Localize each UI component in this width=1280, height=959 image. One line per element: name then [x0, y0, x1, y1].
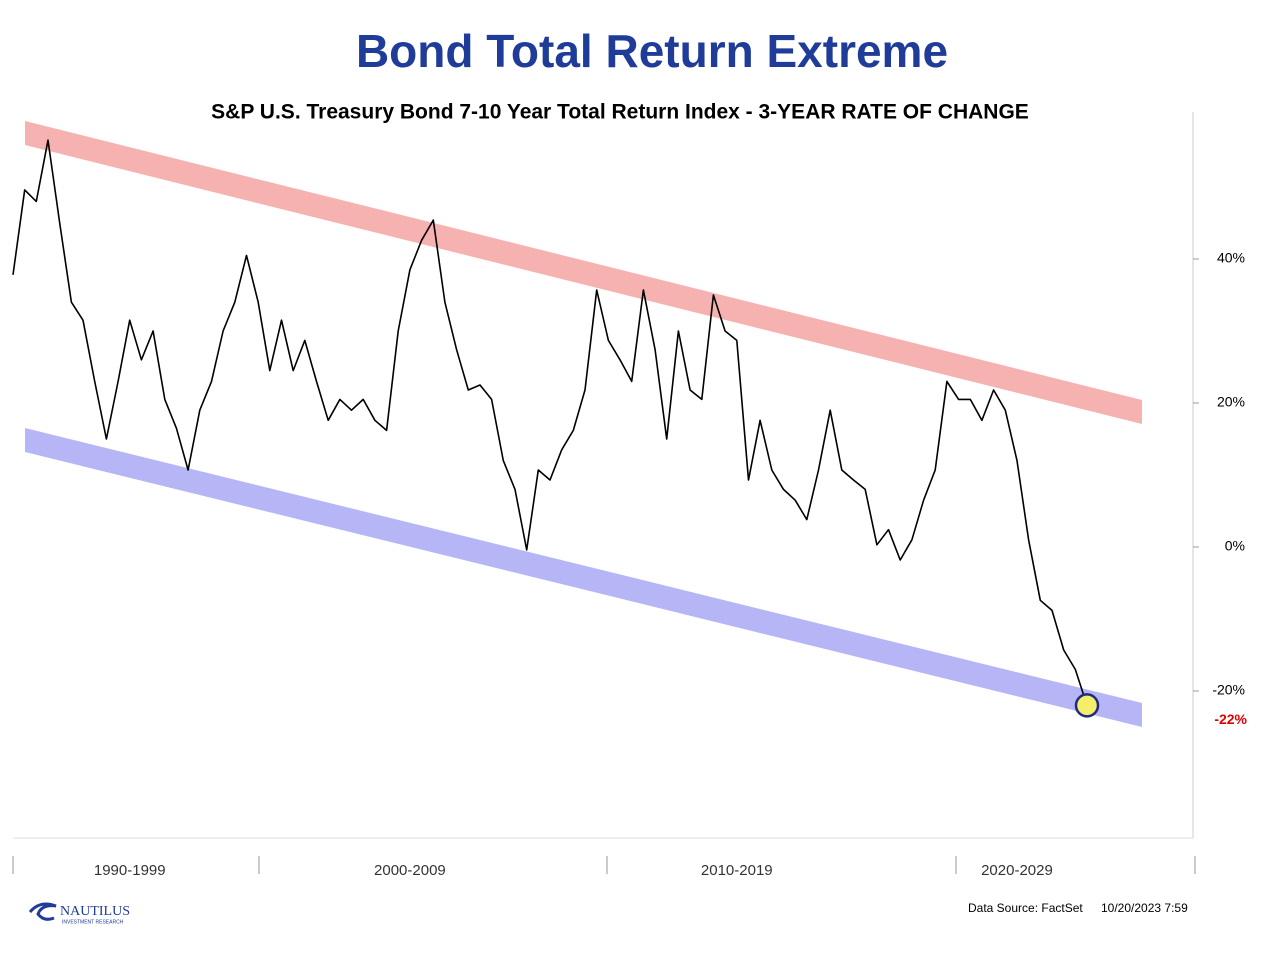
x-tick-label: 1990-1999 — [94, 862, 166, 879]
y-tick-label: -20% — [1212, 682, 1245, 698]
x-tick-label: 2010-2019 — [701, 862, 773, 879]
line-series — [12, 139, 1088, 706]
timestamp: 10/20/2023 7:59 — [1101, 901, 1188, 915]
y-tick-label: 0% — [1225, 538, 1245, 554]
x-tick-label: 2020-2029 — [981, 862, 1053, 879]
highlight-point — [1074, 693, 1100, 718]
chart-subtitle: S&P U.S. Treasury Bond 7-10 Year Total R… — [211, 101, 1029, 124]
source: Data Source: FactSet — [968, 901, 1083, 915]
upper-channel — [25, 121, 1142, 424]
chart-title: Bond Total Return Extreme — [356, 25, 948, 77]
x-tick-label: 2000-2009 — [374, 862, 446, 879]
highlight-label: -22% — [1214, 711, 1247, 727]
y-tick-label: 40% — [1217, 250, 1245, 266]
y-tick-label: 20% — [1217, 394, 1245, 410]
lower-channel — [25, 428, 1142, 727]
logo-mark — [28, 902, 57, 921]
logo-subtitle: INVESTMENT RESEARCH — [62, 919, 124, 925]
logo: NAUTILUS — [60, 904, 130, 919]
x-ticks — [12, 856, 1196, 874]
